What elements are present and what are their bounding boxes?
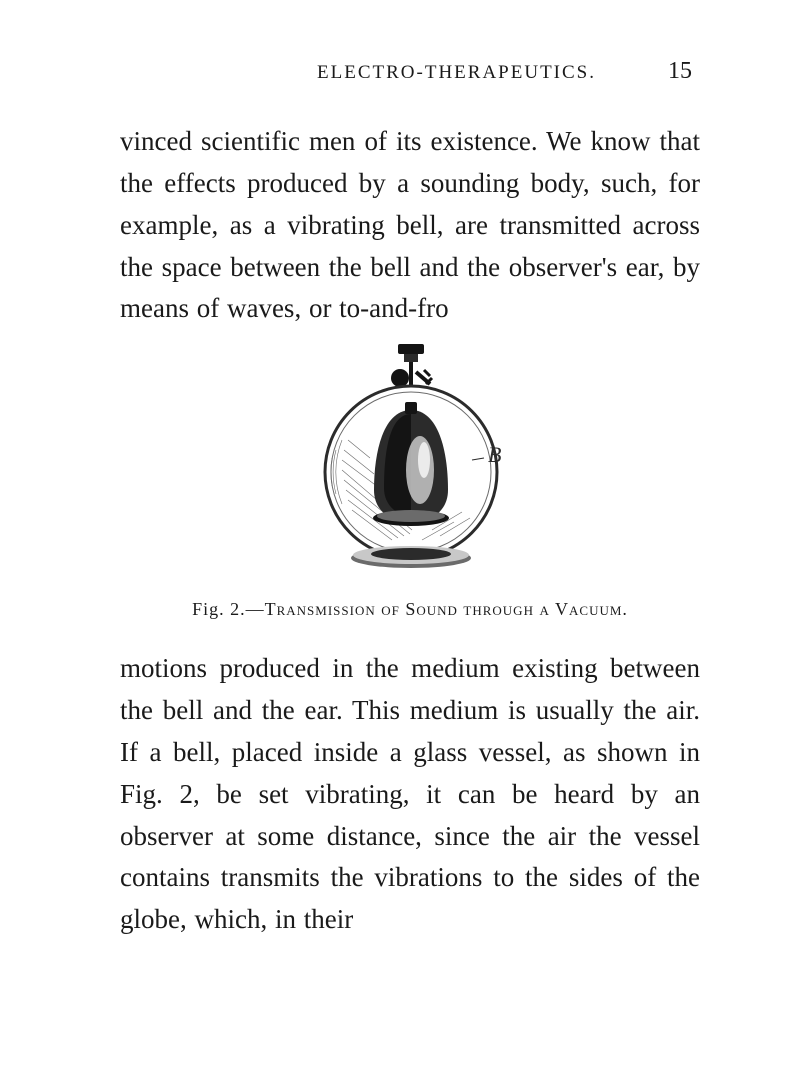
figure-caption-prefix: Fig. 2.— [192, 599, 265, 619]
page-number: 15 [668, 58, 692, 85]
figure-label-b: B [488, 442, 501, 467]
bell-vacuum-figure-icon: B [312, 340, 508, 572]
running-head: ELECTRO-THERAPEUTICS. 15 [120, 58, 700, 85]
bell-icon [373, 402, 449, 526]
stopcock-icon [398, 344, 424, 362]
page: ELECTRO-THERAPEUTICS. 15 vinced scientif… [0, 0, 800, 1092]
figure-caption: Fig. 2.—Transmission of Sound through a … [120, 599, 700, 620]
striker-arm-icon [391, 362, 432, 387]
paragraph-bottom: motions produced in the medium existing … [120, 648, 700, 941]
figure-caption-text: Transmission of Sound through a Vacuum. [265, 599, 628, 619]
base-icon [351, 546, 471, 568]
paragraph-top: vinced scientific men of its existence. … [120, 121, 700, 330]
figure-wrap: B [120, 340, 700, 577]
running-title: ELECTRO-THERAPEUTICS. [317, 62, 596, 84]
